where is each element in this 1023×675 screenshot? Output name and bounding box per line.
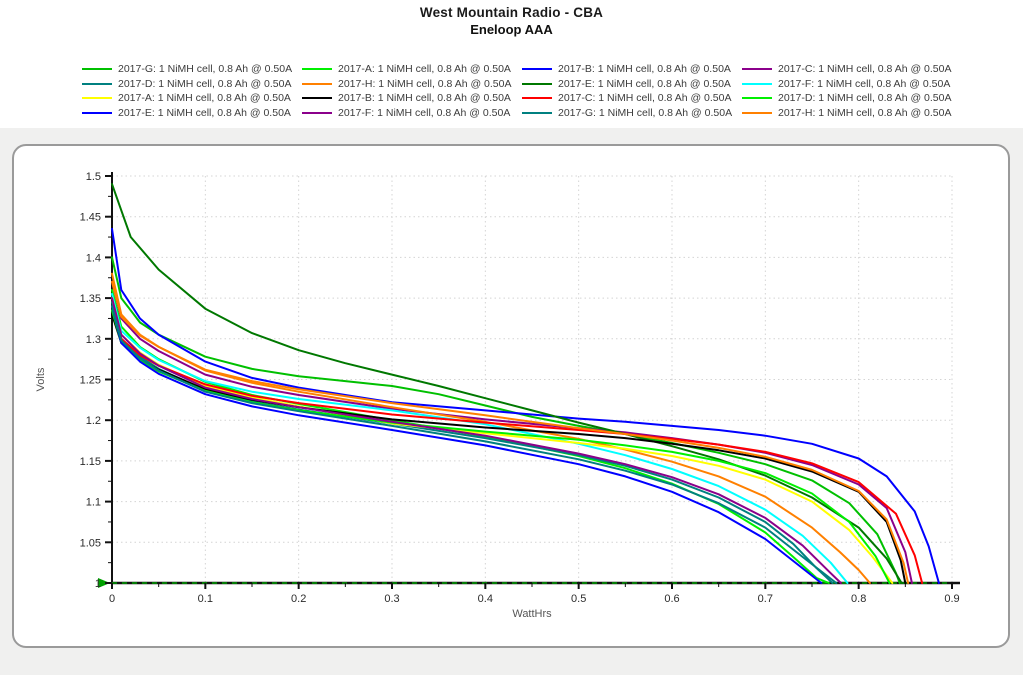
legend-item: 2017-E: 1 NiMH cell, 0.8 Ah @ 0.50A	[522, 77, 742, 92]
legend-line-swatch	[522, 97, 552, 100]
y-tick-label: 1.2	[86, 415, 101, 427]
chart-canvas: 1.5 1.45 1.4 1.35 1.3 1.25 1.2 1.15 1.1 1.05 10 0.1…	[35, 171, 960, 620]
chart-panel: 1.5 1.45 1.4 1.35 1.3 1.25 1.2 1.15 1.1 1.05 1 0 0.1…	[12, 144, 1010, 648]
legend-label: 2017-C: 1 NiMH cell, 0.8 Ah @ 0.50A	[558, 92, 732, 105]
x-tick-label: 0.3	[384, 593, 399, 605]
legend-item: 2017-H: 1 NiMH cell, 0.8 Ah @ 0.50A	[302, 77, 522, 92]
legend-label: 2017-E: 1 NiMH cell, 0.8 Ah @ 0.50A	[118, 106, 291, 119]
legend-line-swatch	[302, 82, 332, 85]
y-tick-label: 1	[95, 578, 101, 590]
x-axis-title: WattHrs	[512, 608, 552, 620]
y-tick-label: 1.35	[80, 293, 101, 305]
legend-item: 2017-C: 1 NiMH cell, 0.8 Ah @ 0.50A	[522, 91, 742, 106]
legend-line-swatch	[82, 82, 112, 85]
legend-line-swatch	[522, 82, 552, 85]
chart-header: West Mountain Radio - CBA Eneloop AAA 20…	[0, 0, 1023, 128]
discharge-curve-13	[111, 297, 842, 584]
x-tick-label: 0.1	[198, 593, 213, 605]
discharge-curve-4	[111, 301, 834, 584]
discharge-curve-6	[111, 183, 903, 584]
y-tick-label: 1.4	[86, 252, 101, 264]
legend-line-swatch	[82, 97, 112, 100]
legend-line-swatch	[522, 68, 552, 71]
y-tick-label: 1.1	[86, 497, 101, 509]
y-tick-label: 1.15	[80, 456, 101, 468]
legend-item: 2017-F: 1 NiMH cell, 0.8 Ah @ 0.50A	[742, 77, 962, 92]
x-tick-label: 0.2	[291, 593, 306, 605]
legend-label: 2017-D: 1 NiMH cell, 0.8 Ah @ 0.50A	[778, 92, 952, 105]
y-tick-label: 1.45	[80, 212, 101, 224]
legend-label: 2017-B: 1 NiMH cell, 0.8 Ah @ 0.50A	[558, 63, 731, 76]
legend-item: 2017-D: 1 NiMH cell, 0.8 Ah @ 0.50A	[82, 77, 302, 92]
legend-item: 2017-D: 1 NiMH cell, 0.8 Ah @ 0.50A	[742, 91, 962, 106]
legend-item: 2017-A: 1 NiMH cell, 0.8 Ah @ 0.50A	[302, 62, 522, 77]
discharge-curve-14	[111, 305, 838, 584]
discharge-curve-2	[111, 227, 940, 584]
x-tick-label: 0.9	[944, 593, 959, 605]
legend-line-swatch	[742, 82, 772, 85]
x-tick-label: 0.5	[571, 593, 586, 605]
legend-line-swatch	[302, 97, 332, 100]
legend-label: 2017-G: 1 NiMH cell, 0.8 Ah @ 0.50A	[118, 63, 293, 76]
legend-label: 2017-H: 1 NiMH cell, 0.8 Ah @ 0.50A	[778, 106, 952, 119]
x-tick-label: 0.4	[478, 593, 493, 605]
legend: 2017-G: 1 NiMH cell, 0.8 Ah @ 0.50A 2017-…	[82, 62, 962, 120]
legend-item: 2017-G: 1 NiMH cell, 0.8 Ah @ 0.50A	[82, 62, 302, 77]
legend-line-swatch	[82, 68, 112, 71]
legend-item: 2017-C: 1 NiMH cell, 0.8 Ah @ 0.50A	[742, 62, 962, 77]
legend-label: 2017-B: 1 NiMH cell, 0.8 Ah @ 0.50A	[338, 92, 511, 105]
discharge-curve-12	[111, 305, 823, 584]
legend-item: 2017-E: 1 NiMH cell, 0.8 Ah @ 0.50A	[82, 106, 302, 121]
discharge-curve-7	[111, 293, 849, 584]
y-tick-label: 1.25	[80, 375, 101, 387]
legend-label: 2017-E: 1 NiMH cell, 0.8 Ah @ 0.50A	[558, 77, 731, 90]
legend-label: 2017-H: 1 NiMH cell, 0.8 Ah @ 0.50A	[338, 77, 512, 90]
y-tick-label: 1.5	[86, 171, 101, 183]
cutoff-arrow-icon	[98, 578, 110, 588]
chart-title: West Mountain Radio - CBA	[419, 5, 604, 20]
y-axis-title: Volts	[35, 367, 47, 391]
legend-label: 2017-G: 1 NiMH cell, 0.8 Ah @ 0.50A	[558, 106, 733, 119]
legend-line-swatch	[82, 111, 112, 114]
legend-label: 2017-D: 1 NiMH cell, 0.8 Ah @ 0.50A	[118, 77, 292, 90]
discharge-curve-11	[111, 309, 891, 584]
chart-section: 1.5 1.45 1.4 1.35 1.3 1.25 1.2 1.15 1.1 1.05 1 0 0.1…	[0, 128, 1023, 675]
legend-line-swatch	[742, 111, 772, 114]
legend-item: 2017-G: 1 NiMH cell, 0.8 Ah @ 0.50A	[522, 106, 742, 121]
x-tick-label: 0.6	[664, 593, 679, 605]
chart-subtitle: Eneloop AAA	[470, 22, 553, 37]
legend-line-swatch	[302, 111, 332, 114]
legend-label: 2017-C: 1 NiMH cell, 0.8 Ah @ 0.50A	[778, 63, 952, 76]
x-tick-label: 0	[109, 593, 115, 605]
legend-line-swatch	[522, 111, 552, 114]
legend-item: 2017-A: 1 NiMH cell, 0.8 Ah @ 0.50A	[82, 91, 302, 106]
legend-label: 2017-A: 1 NiMH cell, 0.8 Ah @ 0.50A	[338, 63, 511, 76]
legend-line-swatch	[302, 68, 332, 71]
discharge-curve-15	[111, 280, 910, 584]
y-tick-label: 1.05	[80, 537, 101, 549]
x-tick-label: 0.8	[851, 593, 866, 605]
discharge-curve-0	[111, 256, 901, 584]
legend-line-swatch	[742, 68, 772, 71]
legend-item: 2017-B: 1 NiMH cell, 0.8 Ah @ 0.50A	[522, 62, 742, 77]
legend-line-swatch	[742, 97, 772, 100]
y-tick-label: 1.3	[86, 334, 101, 346]
legend-item: 2017-H: 1 NiMH cell, 0.8 Ah @ 0.50A	[742, 106, 962, 121]
legend-label: 2017-A: 1 NiMH cell, 0.8 Ah @ 0.50A	[118, 92, 291, 105]
legend-item: 2017-B: 1 NiMH cell, 0.8 Ah @ 0.50A	[302, 91, 522, 106]
legend-label: 2017-F: 1 NiMH cell, 0.8 Ah @ 0.50A	[778, 77, 951, 90]
legend-item: 2017-F: 1 NiMH cell, 0.8 Ah @ 0.50A	[302, 106, 522, 121]
legend-label: 2017-F: 1 NiMH cell, 0.8 Ah @ 0.50A	[338, 106, 511, 119]
x-tick-label: 0.7	[758, 593, 773, 605]
